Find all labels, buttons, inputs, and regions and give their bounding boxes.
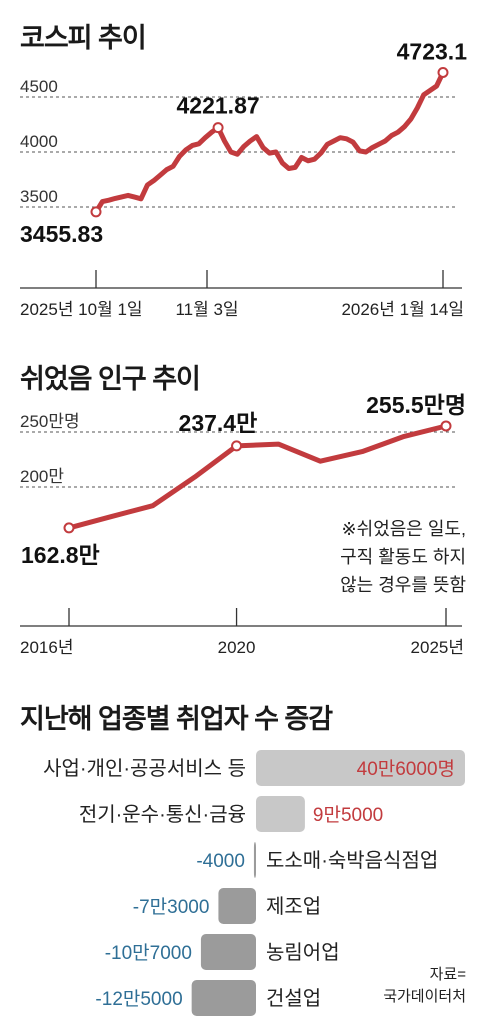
inactive-data-label: 162.8만 [21, 542, 100, 568]
employment-bar [200, 934, 256, 970]
kospi-y-tick-label: 4500 [20, 77, 58, 96]
source-label: 자료= [429, 966, 466, 983]
value-label: 9만5000 [313, 804, 383, 826]
value-label: 40만6000명 [357, 758, 455, 780]
kospi-data-label: 4221.87 [177, 93, 260, 119]
inactive-x-tick-label: 2025년 [411, 638, 464, 657]
inactive-footnote-line: 구직 활동도 하지 [340, 547, 466, 567]
value-label: -4000 [196, 851, 245, 872]
inactive-y-tick-label: 250만명 [20, 412, 80, 431]
employment-bar [256, 750, 465, 786]
kospi-x-tick-label: 11월 3일 [175, 300, 238, 319]
jobs-chart-title: 지난해 업종별 취업자 수 증감 [20, 704, 333, 734]
value-label: -7만3000 [133, 896, 210, 918]
kospi-series-line [93, 70, 446, 215]
kospi-data-label: 4723.1 [397, 38, 468, 64]
inactive-data-label: 255.5만명 [366, 392, 466, 418]
inactive-chart-title: 쉬었음 인구 추이 [20, 364, 201, 394]
kospi-chart-title: 코스피 추이 [20, 23, 147, 53]
kospi-data-point [437, 66, 449, 78]
employment-bar [218, 888, 256, 924]
source-agency: 국가데이터처 [383, 988, 466, 1005]
inactive-data-point [440, 420, 452, 432]
source-note: 자료= 국가데이터처 [383, 964, 466, 1008]
category-label: 전기·운수·통신·금융 [79, 803, 246, 826]
employment-bar [253, 842, 256, 878]
inactive-y-tick-label: 200만 [20, 467, 64, 486]
inactive-population-line-chart: 250만명 200만 2016년 2020 2025년 162.8만 237.4만 255.5… [20, 392, 466, 657]
category-label: 제조업 [266, 895, 321, 918]
kospi-x-tick-label: 2026년 1월 14일 [341, 300, 464, 319]
kospi-line-chart: 3500 4000 4500 2025년 10월 1일 11월 3일 2026년 1월 1… [20, 38, 468, 319]
inactive-footnote-line: 않는 경우를 뜻함 [340, 575, 466, 595]
category-label: 건설업 [266, 987, 321, 1010]
inactive-data-point [231, 440, 243, 452]
inactive-x-tick-label: 2020 [218, 638, 256, 657]
kospi-y-tick-label: 3500 [20, 187, 58, 206]
kospi-x-tick-label: 2025년 10월 1일 [20, 300, 143, 319]
kospi-data-label: 3455.83 [20, 221, 103, 247]
inactive-data-label: 237.4만 [179, 410, 258, 436]
inactive-series-line [66, 423, 449, 531]
inactive-footnote-line: ※쉬었음은 일도, [342, 519, 466, 539]
inactive-data-point [63, 522, 75, 534]
kospi-y-tick-label: 4000 [20, 132, 58, 151]
inactive-x-tick-label: 2016년 [20, 638, 73, 657]
category-label: 도소매·숙박음식점업 [266, 849, 438, 872]
employment-bar [191, 980, 256, 1016]
kospi-data-point [212, 122, 224, 134]
value-label: -10만7000 [105, 942, 192, 964]
value-label: -12만5000 [95, 988, 182, 1010]
category-label: 농림어업 [266, 941, 340, 964]
category-label: 사업·개인·공공서비스 등 [43, 757, 246, 780]
employment-bar [256, 796, 305, 832]
kospi-data-point [90, 206, 102, 218]
